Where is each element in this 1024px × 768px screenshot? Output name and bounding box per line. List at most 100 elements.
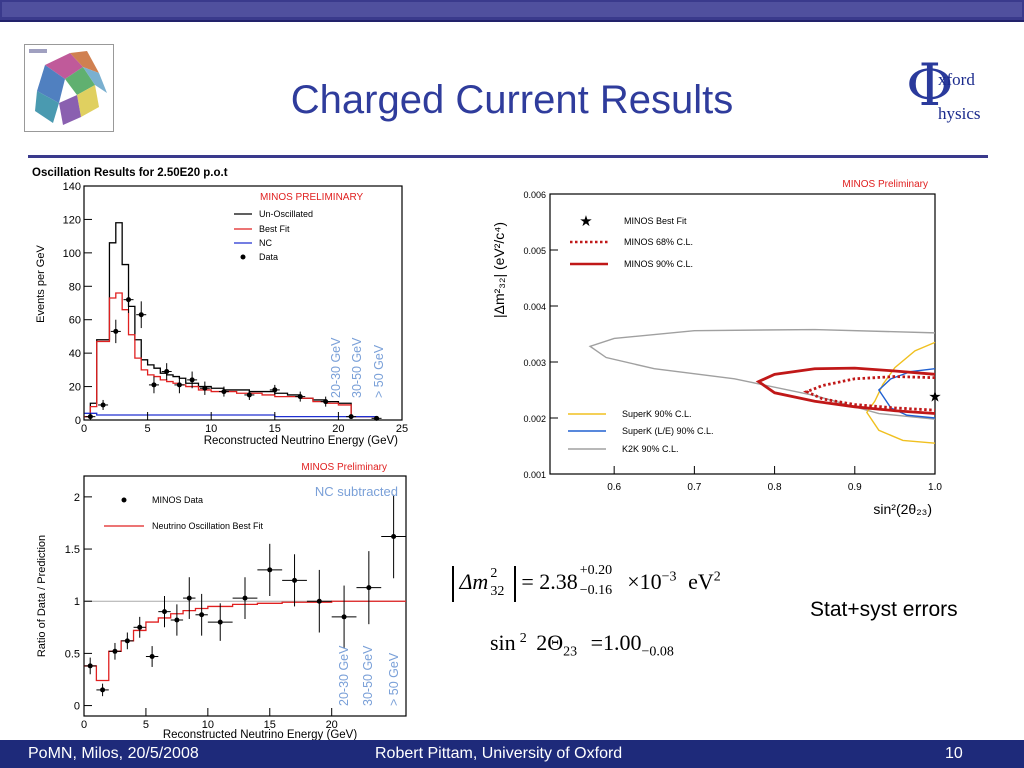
plot2-note: NC subtracted (315, 484, 398, 499)
plot2-xtick-label: 0 (81, 719, 87, 731)
plot2-xtick-label: 10 (202, 719, 214, 731)
plot2-data-point (217, 619, 223, 625)
dm2-err-down: −0.16 (579, 583, 613, 598)
title-rule (28, 155, 988, 158)
plot2-data-point (162, 609, 167, 615)
plot1-ylabel: Events per GeV (35, 245, 47, 323)
plot3-ytick-label: 0.003 (523, 358, 546, 368)
plot2-ytick-label: 0.5 (65, 648, 80, 660)
legend-label-osc-fit: Neutrino Oscillation Best Fit (152, 521, 264, 531)
plot2-data-point (391, 534, 397, 540)
plot1-data-point (202, 385, 208, 391)
plot2-data-point (112, 648, 118, 654)
legend-label-minos-data: MINOS Data (152, 495, 203, 505)
legend-label-data: Data (259, 252, 278, 262)
plot2-data-point (100, 687, 106, 693)
sin-arg: 2Θ (536, 630, 564, 655)
sin-exp: 2 (519, 630, 527, 646)
plot2-data-point (267, 567, 273, 573)
legend-label-bestfit: Best Fit (259, 224, 290, 234)
plot3-xlabel: sin²(2θ₂₃) (873, 501, 932, 517)
legend-label-superk: SuperK 90% C.L. (622, 409, 692, 419)
dm2-sup: 2 (490, 566, 498, 581)
plot2-data-point (174, 617, 180, 623)
legend-label-nc: NC (259, 238, 272, 248)
plot1-data-point (246, 392, 252, 398)
plot1-data-point (348, 414, 354, 420)
plot1-frame (83, 185, 403, 421)
plot2-xtick-label: 20 (326, 719, 338, 731)
plot1-band-label-3: > 50 GeV (372, 344, 386, 398)
phi-icon: Φ (906, 51, 954, 119)
plot3-xtick-label: 0.8 (768, 482, 782, 493)
legend-marker-minos-data (121, 497, 127, 503)
plot2-ytick-label: 0 (74, 701, 80, 713)
plot3-ylabel: |Δm²₃₂| (eV²/c⁴) (491, 222, 507, 318)
k2k-contour (588, 328, 936, 420)
knot-logo (24, 44, 114, 132)
footer-left: PoMN, Milos, 20/5/2008 (28, 745, 199, 762)
plot2-data-point (137, 624, 143, 630)
plot1-xtick-label: 5 (145, 423, 151, 435)
plot2-xtick-label: 5 (143, 719, 149, 731)
legend-label-unosc: Un-Oscillated (259, 209, 313, 219)
ratio-plot: 0 5 10 15 20 0 0.5 1 1.5 2 MINOS Preliminary NC s… (36, 462, 407, 740)
sin-text: sin (490, 630, 516, 655)
plot1-xtick-label: 15 (269, 423, 281, 435)
footer-page-number: 10 (945, 745, 963, 762)
plot1-data-point (100, 402, 106, 408)
plot1-xtick-label: 0 (81, 423, 87, 435)
plot2-data-point (341, 614, 347, 620)
oxford-physics-logo: Φ xford hysics (906, 56, 1006, 132)
dm2-errors: +0.20 −0.16 (578, 563, 622, 599)
legend-label-k2k: K2K 90% C.L. (622, 444, 679, 454)
minos90-contour (755, 366, 936, 415)
plot2-data-point (199, 612, 205, 618)
legend-label-best-fit: MINOS Best Fit (624, 216, 687, 226)
plot1-data-point (297, 394, 303, 400)
contour-plot: MINOS Preliminary ★ 0.6 0.7 0.8 0.9 1.0 0.001… (491, 179, 942, 517)
legend-marker-data (240, 254, 246, 260)
plot1-ytick-label: 80 (69, 281, 81, 293)
plot3-ytick-label: 0.001 (523, 470, 546, 480)
dm2-sub: 32 (490, 584, 505, 599)
plot1-xtick-label: 10 (205, 423, 217, 435)
plot1-data-point (221, 389, 227, 395)
legend-label-minos90: MINOS 90% C.L. (624, 259, 693, 269)
plot2-band-label-1: 20-30 GeV (337, 645, 351, 706)
plot1-ytick-label: 40 (69, 348, 81, 360)
dm2-indices: 2 32 (488, 566, 508, 599)
plot1-ytick-label: 100 (63, 248, 81, 260)
plot1-ytick-label: 0 (75, 415, 81, 427)
plot1-data-point (323, 399, 329, 405)
plot2-frame (83, 475, 407, 717)
plot2-band-label-3: > 50 GeV (387, 652, 401, 706)
dm2-lhs: Δm (459, 569, 489, 595)
plot1-data-point (164, 369, 170, 375)
plot1-ytick-label: 120 (63, 214, 81, 226)
plot1-xlabel: Reconstructed Neutrino Energy (GeV) (204, 435, 398, 447)
plot2-data-point (149, 654, 155, 660)
plot1-nc-line (84, 412, 377, 418)
plot3-frame (549, 193, 936, 475)
plot1-ytick-label: 140 (63, 181, 81, 193)
plot2-ytick-label: 1.5 (65, 544, 80, 556)
plot3-xtick-label: 1.0 (928, 482, 942, 493)
dm2-formula: Δm 2 32 = 2.38 +0.20 −0.16 ×10−3 eV2 (452, 563, 721, 602)
plot1-data-point (138, 312, 144, 318)
stat-note: Stat+syst errors (810, 598, 958, 621)
plot3-ytick-label: 0.005 (523, 246, 546, 256)
plot1-ytick-label: 60 (69, 315, 81, 327)
logo-text-bottom: hysics (938, 104, 981, 123)
footer-center: Robert Pittam, University of Oxford (375, 745, 623, 762)
plot2-xlabel: Reconstructed Neutrino Energy (GeV) (163, 729, 357, 740)
footer-bar: PoMN, Milos, 20/5/2008 Robert Pittam, Un… (0, 740, 1024, 768)
dm2-exp: −3 (661, 569, 677, 585)
plot2-data-point (124, 638, 130, 644)
legend-label-superk-le: SuperK (L/E) 90% C.L. (622, 426, 714, 436)
top-bar-inner (2, 2, 1022, 17)
plot3-xtick-label: 0.6 (607, 482, 621, 493)
plot1-data-point (189, 377, 195, 383)
abs-bar-right (513, 566, 516, 602)
plot3-xtick-label: 0.7 (687, 482, 701, 493)
